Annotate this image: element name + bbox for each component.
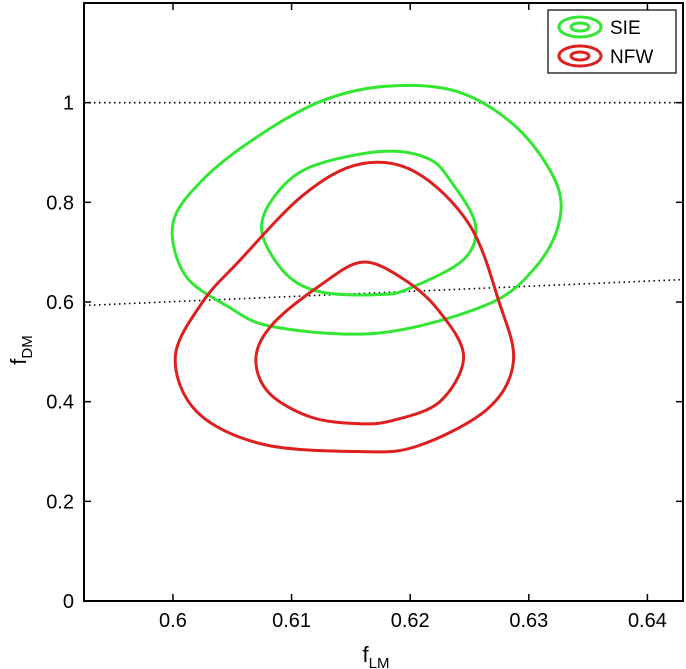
y-axis-label-sub: DM: [19, 335, 36, 358]
x-axis-label: fLM: [363, 642, 390, 669]
sie-legend-label: SIE: [610, 18, 641, 39]
sie-contour-inner: [260, 149, 478, 297]
sie-legend-outer-icon: [557, 15, 603, 39]
x-tick-label: 0.63: [509, 610, 548, 632]
plot-frame: [83, 2, 684, 602]
legend: SIE NFW: [547, 9, 677, 74]
plot-area: [83, 83, 684, 454]
x-tick-label: 0.62: [391, 610, 430, 632]
y-axis-label: fDM: [6, 335, 36, 364]
y-tick-label: 0.8: [46, 192, 74, 214]
sie-contour-outer: [170, 83, 563, 336]
reference-line-2: [83, 278, 684, 307]
y-tick-label: 0: [63, 591, 74, 613]
axis-labels: fLM fDM: [6, 335, 389, 669]
nfw-legend-label: NFW: [610, 47, 653, 68]
y-tick-label: 0.4: [46, 392, 74, 414]
x-axis-label-main: f: [363, 642, 370, 667]
x-tick-label: 0.61: [272, 610, 311, 632]
x-tick-label: 0.6: [159, 610, 187, 632]
nfw-legend-outer-icon: [557, 44, 603, 68]
x-axis-label-sub: LM: [369, 655, 390, 669]
nfw-contour-inner: [254, 260, 466, 426]
y-tick-label: 0.6: [46, 292, 74, 314]
nfw-legend-inner-icon: [569, 50, 591, 62]
legend-box: [547, 9, 677, 74]
y-axis-label-main: f: [6, 358, 31, 365]
axis-ticks: 0.6 0.61 0.62 0.63 0.64 0 0.2 0.4 0.6 0.8 1: [46, 3, 683, 632]
y-tick-label: 1: [63, 93, 74, 115]
sie-legend-inner-icon: [569, 21, 591, 33]
nfw-contour-outer: [173, 160, 516, 454]
y-tick-label: 0.2: [46, 491, 74, 513]
x-tick-label: 0.64: [628, 610, 667, 632]
